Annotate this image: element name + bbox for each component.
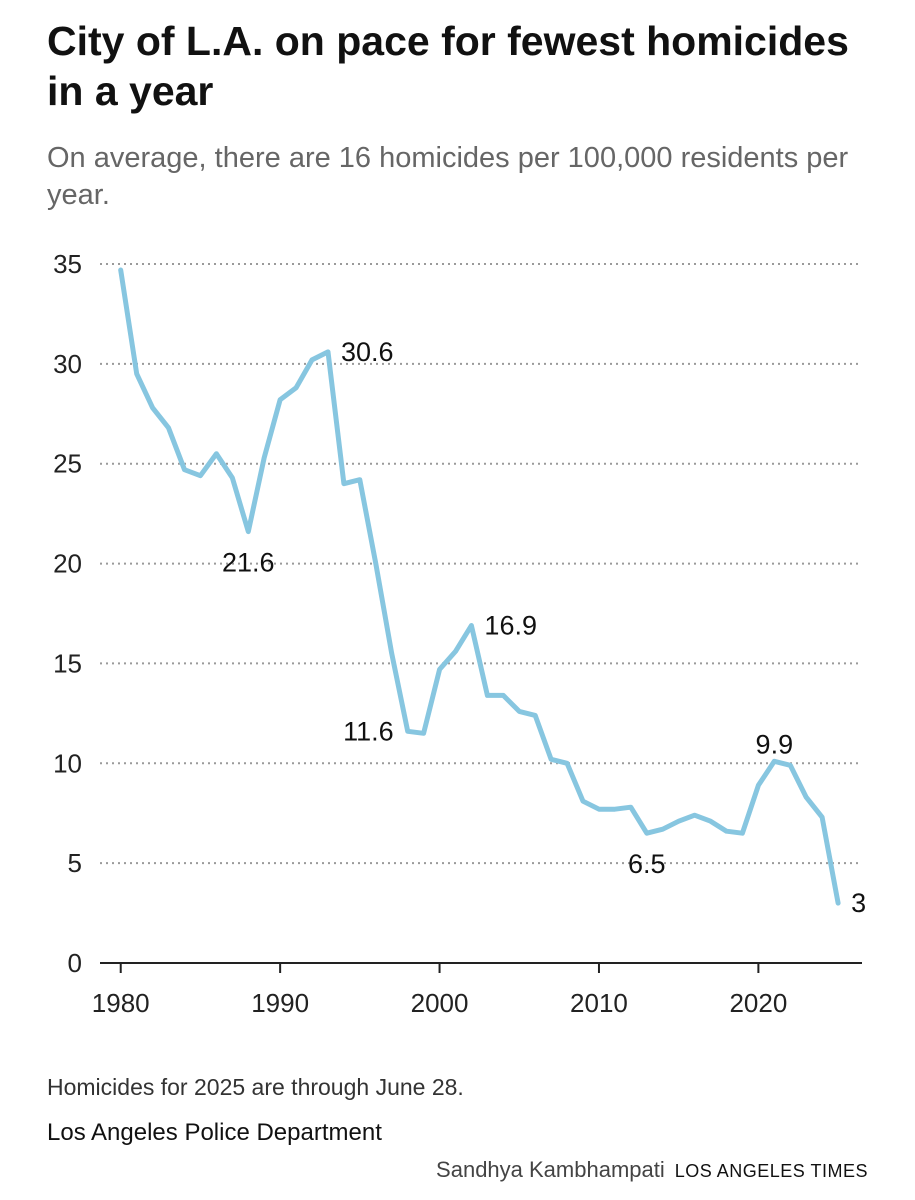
data-point-2017 [708,819,713,824]
data-label-2002: 16.9 [484,610,537,640]
y-tick-label-5: 5 [68,848,82,878]
data-point-1999 [421,731,426,736]
data-point-2011 [612,807,617,812]
data-point-2002 [469,623,474,628]
data-point-2016 [692,813,697,818]
data-point-2005 [517,709,522,714]
series-layer [118,267,841,906]
gridlines [100,263,862,865]
data-point-2013 [644,831,649,836]
data-point-2007 [549,757,554,762]
data-label-2013: 6.5 [628,849,666,879]
data-point-1985 [198,473,203,478]
data-point-1996 [373,561,378,566]
data-point-1994 [341,481,346,486]
data-label-2025: 3 [851,888,866,918]
data-point-2004 [501,693,506,698]
y-tick-label-0: 0 [68,948,82,978]
y-tick-label-10: 10 [53,748,82,778]
data-point-1993 [325,349,330,354]
data-point-1984 [182,467,187,472]
data-point-1990 [278,397,283,402]
x-tick-label-1980: 1980 [92,988,150,1018]
x-tick-label-2000: 2000 [411,988,469,1018]
data-point-2025 [836,901,841,906]
y-tick-label-30: 30 [53,349,82,379]
data-point-1983 [166,425,171,430]
data-point-1992 [310,357,315,362]
data-point-2022 [788,763,793,768]
data-label-1988: 21.6 [222,548,275,578]
x-tick-label-2010: 2010 [570,988,628,1018]
data-point-2009 [581,799,586,804]
data-point-2024 [820,815,825,820]
data-point-2023 [804,795,809,800]
data-label-1993: 30.6 [341,337,394,367]
source-line: Los Angeles Police Department [47,1119,382,1146]
footnote: Homicides for 2025 are through June 28. [47,1074,464,1100]
data-point-1980 [118,267,123,272]
byline: Sandhya Kambhampati [436,1157,665,1182]
data-point-1995 [357,477,362,482]
data-point-1986 [214,451,219,456]
x-tick-label-1990: 1990 [251,988,309,1018]
data-point-2015 [676,819,681,824]
chart-title: City of L.A. on pace for fewest homicide… [47,18,849,114]
data-label-1998: 11.6 [343,716,394,746]
y-tick-label-15: 15 [53,648,82,678]
series-line-0 [118,267,841,906]
data-point-1997 [389,651,394,656]
data-point-2000 [437,667,442,672]
data-point-2010 [596,807,601,812]
data-point-2003 [485,693,490,698]
data-point-1991 [294,385,299,390]
y-tick-label-35: 35 [53,249,82,279]
data-point-1998 [405,729,410,734]
x-tick-label-2020: 2020 [729,988,787,1018]
data-point-2008 [565,761,570,766]
credit-line: Sandhya Kambhampati LOS ANGELES TIMES [436,1156,868,1185]
data-point-2006 [533,713,538,718]
data-label-2021: 9.9 [756,729,794,759]
data-point-2018 [724,829,729,834]
y-tick-label-20: 20 [53,549,82,579]
data-point-1987 [230,475,235,480]
data-point-1981 [134,371,139,376]
data-point-2019 [740,831,745,836]
publisher-logo-text: LOS ANGELES TIMES [674,1161,868,1181]
chart-subtitle: On average, there are 16 homicides per 1… [47,142,849,211]
data-labels: 21.6 30.6 11.6 16.9 6.5 9.9 3 [222,337,866,918]
y-tick-label-25: 25 [53,449,82,479]
data-point-2014 [660,827,665,832]
data-point-2020 [756,783,761,788]
data-point-2001 [453,649,458,654]
data-point-1982 [150,405,155,410]
data-point-1989 [262,455,267,460]
data-point-2012 [628,805,633,810]
data-point-2021 [772,759,777,764]
axes: 0 5 10 15 20 25 30 35 1980 1990 2000 2010 2020 [53,249,862,1018]
data-point-1988 [246,529,251,534]
